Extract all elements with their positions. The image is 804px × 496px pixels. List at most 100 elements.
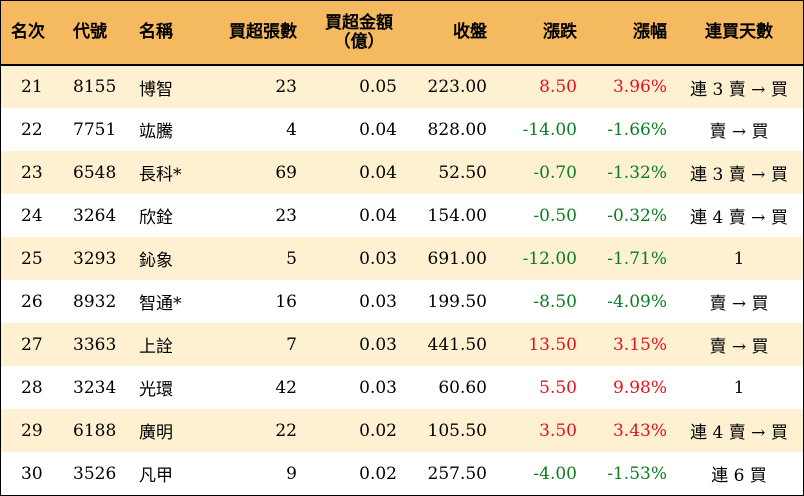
cell-close: 691.00 (427, 248, 487, 269)
cell-code: 8155 (73, 77, 117, 97)
cell-change-pct: 9.98% (612, 377, 667, 398)
cell-rank: 21 (21, 77, 43, 97)
cell-change: -0.50 (533, 205, 577, 226)
cell-rank: 28 (21, 377, 43, 398)
cell-code: 6188 (73, 420, 117, 441)
header-code: 代號 (73, 22, 107, 42)
cell-code: 3234 (73, 377, 117, 398)
table-row: 27 3363 上詮 7 0.03 441.50 13.50 3.15% 賣 →… (1, 323, 803, 366)
cell-buy-volume: 23 (275, 77, 297, 97)
header-consecutive-days: 連買天數 (705, 22, 773, 42)
cell-change-pct: -1.53% (607, 463, 667, 484)
cell-change-pct: -1.66% (607, 119, 667, 140)
table-header: 名次 代號 名稱 買超張數 買超金額 （億） 收盤 漲跌 漲幅 連買天數 (1, 1, 803, 65)
cell-change-pct: -0.32% (607, 205, 667, 226)
cell-rank: 25 (21, 248, 43, 269)
table-body: 21 8155 博智 23 0.05 223.00 8.50 3.96% 連 3… (1, 65, 803, 495)
cell-code: 3363 (73, 334, 117, 355)
cell-rank: 27 (21, 334, 43, 355)
cell-consecutive-days: 連 3 賣 → 買 (690, 165, 788, 185)
cell-name: 欣銓 (139, 208, 173, 228)
cell-close: 154.00 (427, 205, 487, 226)
cell-change: -0.70 (533, 162, 577, 183)
cell-change: 13.50 (528, 334, 577, 355)
cell-close: 828.00 (427, 119, 487, 140)
cell-consecutive-days: 賣 → 買 (709, 294, 769, 314)
cell-consecutive-days: 1 (733, 377, 745, 398)
cell-change-pct: 3.96% (612, 77, 667, 97)
cell-name: 光環 (139, 380, 173, 400)
cell-consecutive-days: 連 4 賣 → 買 (690, 423, 788, 443)
table-row: 22 7751 竑騰 4 0.04 828.00 -14.00 -1.66% 賣… (1, 108, 803, 151)
cell-consecutive-days: 1 (733, 248, 745, 269)
cell-buy-volume: 5 (286, 248, 297, 269)
cell-change-pct: -1.71% (607, 248, 667, 269)
cell-consecutive-days: 連 3 賣 → 買 (690, 79, 788, 100)
header-buy-amount-title: 買超金額 (325, 12, 393, 33)
cell-buy-amount: 0.02 (359, 463, 397, 484)
cell-change: 3.50 (539, 420, 577, 441)
cell-change: -4.00 (533, 463, 577, 484)
header-buy-amount-unit: （億） (333, 31, 385, 52)
cell-consecutive-days: 賣 → 買 (709, 122, 769, 142)
cell-buy-amount: 0.05 (359, 77, 397, 97)
table-row: 25 3293 鈊象 5 0.03 691.00 -12.00 -1.71% 1 (1, 237, 803, 280)
header-buy-volume: 買超張數 (229, 22, 297, 42)
cell-code: 3293 (73, 248, 117, 269)
table-row: 30 3526 凡甲 9 0.02 257.50 -4.00 -1.53% 連 … (1, 452, 803, 495)
cell-code: 3264 (73, 205, 117, 226)
header-change: 漲跌 (543, 22, 577, 42)
cell-rank: 22 (21, 119, 43, 140)
header-rank: 名次 (11, 22, 45, 42)
cell-buy-volume: 42 (275, 377, 297, 398)
cell-buy-amount: 0.03 (359, 248, 397, 269)
cell-buy-volume: 16 (275, 291, 297, 312)
cell-change: -14.00 (522, 119, 577, 140)
table-row: 21 8155 博智 23 0.05 223.00 8.50 3.96% 連 3… (1, 65, 803, 108)
cell-buy-amount: 0.03 (359, 291, 397, 312)
cell-name: 廣明 (139, 423, 173, 443)
cell-close: 105.50 (427, 420, 487, 441)
cell-name: 智通* (139, 294, 182, 314)
cell-close: 223.00 (427, 77, 487, 97)
cell-rank: 29 (21, 420, 43, 441)
table-row: 28 3234 光環 42 0.03 60.60 5.50 9.98% 1 (1, 366, 803, 409)
cell-change: 5.50 (539, 377, 577, 398)
cell-code: 7751 (73, 119, 117, 140)
cell-name: 上詮 (139, 337, 173, 357)
table-row: 23 6548 長科* 69 0.04 52.50 -0.70 -1.32% 連… (1, 151, 803, 194)
table-row: 24 3264 欣銓 23 0.04 154.00 -0.50 -0.32% 連… (1, 194, 803, 237)
cell-change: -8.50 (533, 291, 577, 312)
cell-buy-amount: 0.03 (359, 377, 397, 398)
cell-buy-volume: 23 (275, 205, 297, 226)
cell-name: 博智 (139, 79, 173, 100)
cell-change-pct: -1.32% (607, 162, 667, 183)
cell-close: 60.60 (438, 377, 487, 398)
cell-name: 長科* (139, 165, 182, 185)
cell-rank: 23 (21, 162, 43, 183)
cell-code: 8932 (73, 291, 117, 312)
cell-consecutive-days: 賣 → 買 (709, 337, 769, 357)
table-row: 26 8932 智通* 16 0.03 199.50 -8.50 -4.09% … (1, 280, 803, 323)
cell-buy-volume: 4 (286, 119, 297, 140)
cell-name: 竑騰 (139, 122, 173, 142)
cell-name: 凡甲 (139, 466, 173, 486)
cell-buy-amount: 0.04 (359, 119, 397, 140)
table-row: 29 6188 廣明 22 0.02 105.50 3.50 3.43% 連 4… (1, 409, 803, 452)
header-buy-amount: 買超金額 （億） (305, 1, 405, 65)
cell-buy-volume: 22 (275, 420, 297, 441)
cell-buy-volume: 7 (286, 334, 297, 355)
cell-rank: 24 (21, 205, 43, 226)
header-change-pct: 漲幅 (633, 22, 667, 42)
cell-buy-volume: 69 (275, 162, 297, 183)
cell-buy-amount: 0.04 (359, 162, 397, 183)
cell-close: 52.50 (438, 162, 487, 183)
cell-buy-volume: 9 (286, 463, 297, 484)
cell-buy-amount: 0.03 (359, 334, 397, 355)
cell-change-pct: 3.43% (612, 420, 667, 441)
cell-rank: 26 (21, 291, 43, 312)
header-close: 收盤 (453, 22, 487, 42)
cell-close: 257.50 (427, 463, 487, 484)
